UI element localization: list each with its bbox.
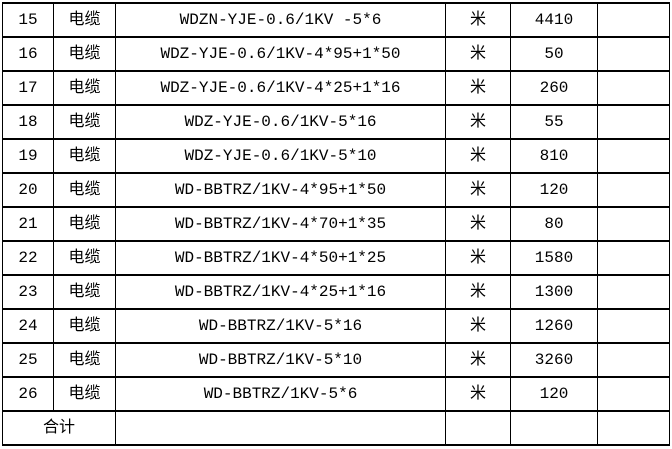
- cell-name: 电缆: [53, 206, 116, 242]
- table-row: 18 电缆 WDZ-YJE-0.6/1KV-5*16 米 55: [2, 104, 670, 140]
- cell-name: 电缆: [53, 172, 116, 208]
- cell-seq: 17: [2, 70, 54, 106]
- cell-remark: [597, 206, 670, 242]
- cell-remark: [597, 172, 670, 208]
- cell-seq: 15: [2, 2, 54, 38]
- cell-total-quantity: [510, 410, 598, 446]
- cell-remark: [597, 138, 670, 174]
- cell-name: 电缆: [53, 342, 116, 378]
- cell-spec: WDZ-YJE-0.6/1KV-5*10: [115, 138, 446, 174]
- table-row: 15 电缆 WDZN-YJE-0.6/1KV -5*6 米 4410: [2, 2, 670, 38]
- cell-seq: 20: [2, 172, 54, 208]
- cell-unit: 米: [445, 36, 511, 72]
- cell-quantity: 80: [510, 206, 598, 242]
- cell-spec: WD-BBTRZ/1KV-5*6: [115, 376, 446, 412]
- cell-name: 电缆: [53, 240, 116, 276]
- cell-remark: [597, 240, 670, 276]
- cell-unit: 米: [445, 342, 511, 378]
- cell-remark: [597, 308, 670, 344]
- cell-seq: 24: [2, 308, 54, 344]
- cell-spec: WD-BBTRZ/1KV-4*50+1*25: [115, 240, 446, 276]
- table-row: 21 电缆 WD-BBTRZ/1KV-4*70+1*35 米 80: [2, 206, 670, 242]
- cell-quantity: 1260: [510, 308, 598, 344]
- cell-total-unit: [445, 410, 511, 446]
- cell-name: 电缆: [53, 274, 116, 310]
- cell-unit: 米: [445, 172, 511, 208]
- cell-quantity: 3260: [510, 342, 598, 378]
- cell-seq: 22: [2, 240, 54, 276]
- table-row: 26 电缆 WD-BBTRZ/1KV-5*6 米 120: [2, 376, 670, 412]
- cell-name: 电缆: [53, 104, 116, 140]
- cell-quantity: 55: [510, 104, 598, 140]
- cell-total-remark: [597, 410, 670, 446]
- table-footer: 合计: [2, 410, 670, 446]
- cell-remark: [597, 36, 670, 72]
- cell-remark: [597, 70, 670, 106]
- cell-seq: 23: [2, 274, 54, 310]
- cell-seq: 26: [2, 376, 54, 412]
- cell-quantity: 4410: [510, 2, 598, 38]
- cell-remark: [597, 104, 670, 140]
- cell-spec: WD-BBTRZ/1KV-5*16: [115, 308, 446, 344]
- table-row: 19 电缆 WDZ-YJE-0.6/1KV-5*10 米 810: [2, 138, 670, 174]
- cell-quantity: 120: [510, 172, 598, 208]
- cell-name: 电缆: [53, 36, 116, 72]
- cell-remark: [597, 376, 670, 412]
- total-row: 合计: [2, 410, 670, 446]
- cell-remark: [597, 2, 670, 38]
- cell-unit: 米: [445, 138, 511, 174]
- cell-spec: WDZ-YJE-0.6/1KV-5*16: [115, 104, 446, 140]
- cell-quantity: 1300: [510, 274, 598, 310]
- cell-unit: 米: [445, 376, 511, 412]
- table-row: 23 电缆 WD-BBTRZ/1KV-4*25+1*16 米 1300: [2, 274, 670, 310]
- cell-quantity: 50: [510, 36, 598, 72]
- cell-unit: 米: [445, 240, 511, 276]
- cell-unit: 米: [445, 2, 511, 38]
- table-row: 22 电缆 WD-BBTRZ/1KV-4*50+1*25 米 1580: [2, 240, 670, 276]
- cell-unit: 米: [445, 308, 511, 344]
- table-row: 25 电缆 WD-BBTRZ/1KV-5*10 米 3260: [2, 342, 670, 378]
- cell-quantity: 810: [510, 138, 598, 174]
- table-row: 20 电缆 WD-BBTRZ/1KV-4*95+1*50 米 120: [2, 172, 670, 208]
- cell-unit: 米: [445, 70, 511, 106]
- cell-remark: [597, 274, 670, 310]
- cell-seq: 25: [2, 342, 54, 378]
- cell-total-spec: [115, 410, 446, 446]
- cell-unit: 米: [445, 274, 511, 310]
- cell-spec: WDZ-YJE-0.6/1KV-4*25+1*16: [115, 70, 446, 106]
- cell-quantity: 260: [510, 70, 598, 106]
- cell-total-label: 合计: [2, 410, 116, 446]
- cell-spec: WD-BBTRZ/1KV-4*95+1*50: [115, 172, 446, 208]
- cell-quantity: 120: [510, 376, 598, 412]
- cell-seq: 19: [2, 138, 54, 174]
- cell-name: 电缆: [53, 138, 116, 174]
- cell-seq: 16: [2, 36, 54, 72]
- cell-spec: WDZ-YJE-0.6/1KV-4*95+1*50: [115, 36, 446, 72]
- cell-spec: WD-BBTRZ/1KV-5*10: [115, 342, 446, 378]
- cell-seq: 21: [2, 206, 54, 242]
- cell-spec: WD-BBTRZ/1KV-4*25+1*16: [115, 274, 446, 310]
- cell-spec: WDZN-YJE-0.6/1KV -5*6: [115, 2, 446, 38]
- cell-remark: [597, 342, 670, 378]
- cell-unit: 米: [445, 104, 511, 140]
- cell-name: 电缆: [53, 376, 116, 412]
- cell-spec: WD-BBTRZ/1KV-4*70+1*35: [115, 206, 446, 242]
- table-body: 15 电缆 WDZN-YJE-0.6/1KV -5*6 米 4410 16 电缆…: [2, 2, 670, 412]
- table-row: 16 电缆 WDZ-YJE-0.6/1KV-4*95+1*50 米 50: [2, 36, 670, 72]
- cell-quantity: 1580: [510, 240, 598, 276]
- cell-name: 电缆: [53, 2, 116, 38]
- cell-seq: 18: [2, 104, 54, 140]
- cell-name: 电缆: [53, 70, 116, 106]
- cell-unit: 米: [445, 206, 511, 242]
- cell-name: 电缆: [53, 308, 116, 344]
- table-row: 24 电缆 WD-BBTRZ/1KV-5*16 米 1260: [2, 308, 670, 344]
- table-row: 17 电缆 WDZ-YJE-0.6/1KV-4*25+1*16 米 260: [2, 70, 670, 106]
